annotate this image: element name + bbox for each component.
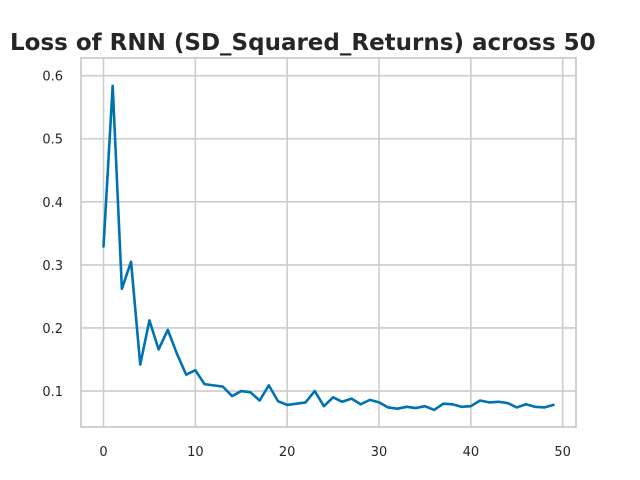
grid <box>81 58 576 427</box>
y-tick-label: 0.2 <box>42 322 63 337</box>
series-layer <box>102 84 555 412</box>
plot-frame <box>80 57 577 428</box>
chart-title: Loss of RNN (SD_Squared_Returns) across … <box>10 30 596 56</box>
x-tick-label: 30 <box>371 445 388 460</box>
x-tick-label: 40 <box>463 445 480 460</box>
y-tick-label: 0.4 <box>42 196 63 211</box>
x-axis: 0 10 20 30 40 50 <box>99 445 571 460</box>
y-tick-label: 0.6 <box>42 70 63 85</box>
y-axis: 0.1 0.2 0.3 0.4 0.5 0.6 <box>42 70 63 400</box>
series-line <box>102 84 555 412</box>
x-tick-label: 50 <box>554 445 571 460</box>
y-tick-label: 0.3 <box>42 259 63 274</box>
y-tick-label: 0.1 <box>42 385 63 400</box>
x-tick-label: 20 <box>279 445 296 460</box>
x-tick-label: 10 <box>187 445 204 460</box>
x-tick-label: 0 <box>99 445 107 460</box>
y-tick-label: 0.5 <box>42 133 63 148</box>
